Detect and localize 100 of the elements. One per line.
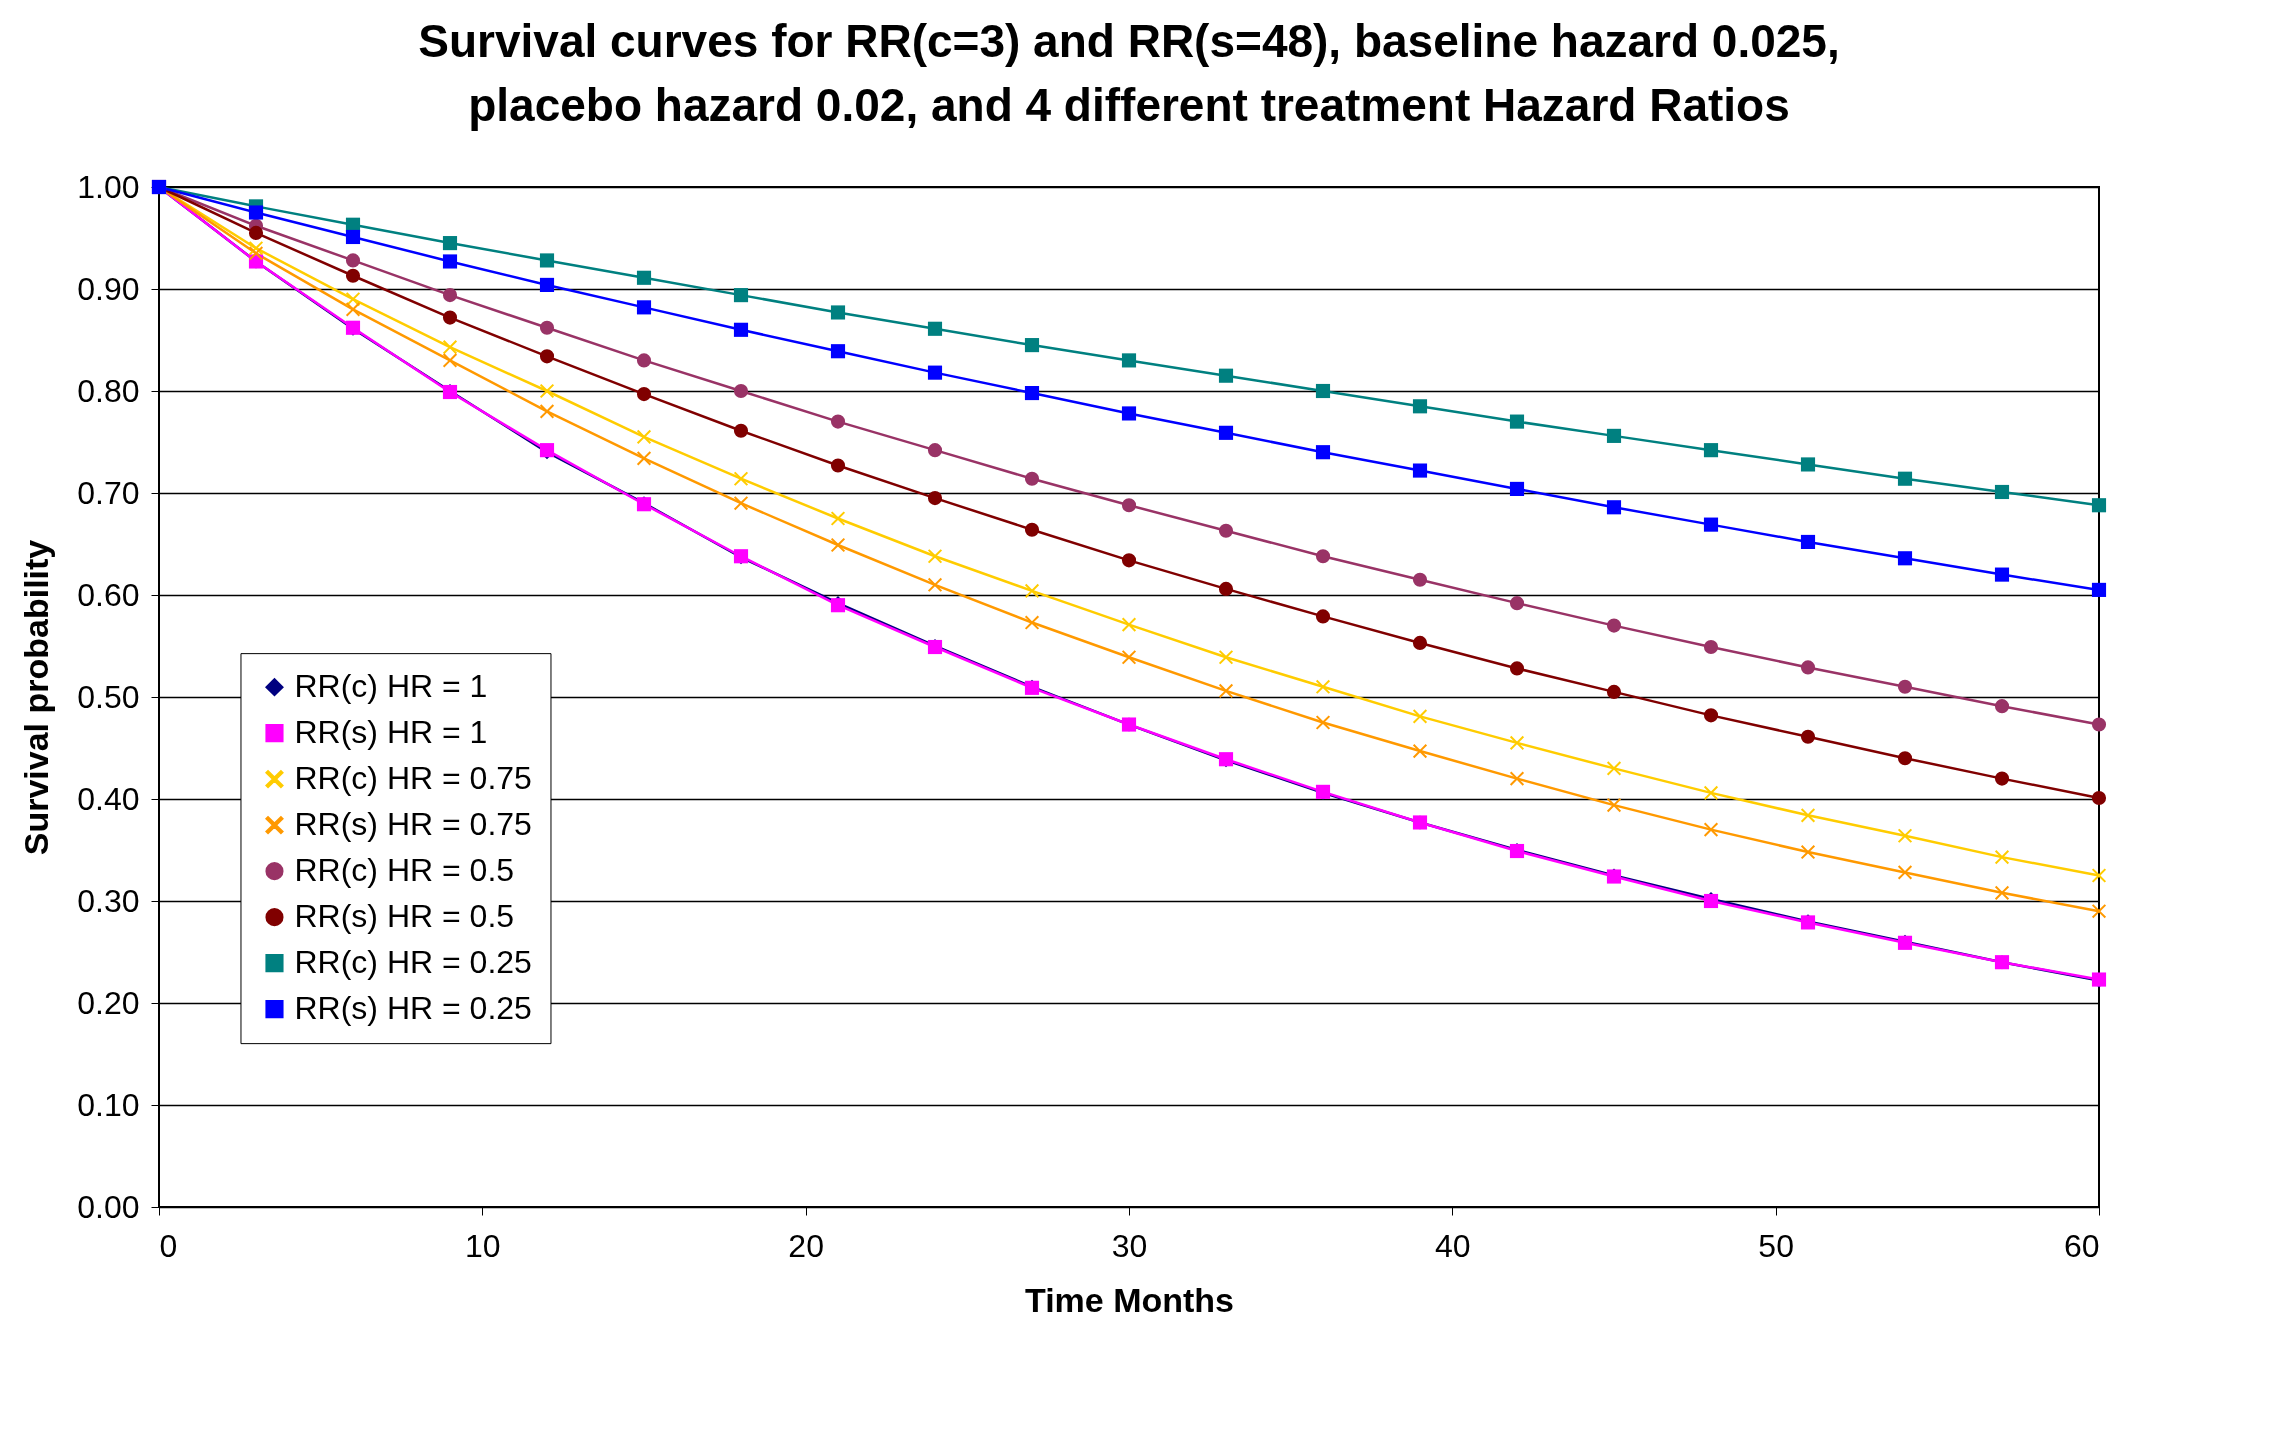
point xyxy=(1121,650,1137,665)
x-axis-title: Time Months xyxy=(1024,1280,1235,1319)
point xyxy=(1606,618,1622,633)
point xyxy=(733,496,749,511)
point xyxy=(345,268,361,283)
x-tick-label: 0 xyxy=(159,1227,178,1264)
point xyxy=(1606,428,1622,443)
point xyxy=(1218,523,1234,538)
x-tick-label: 10 xyxy=(465,1227,501,1264)
legend-label: RR(c) HR = 0.75 xyxy=(294,760,532,797)
point xyxy=(1509,414,1525,429)
point xyxy=(1412,635,1428,650)
point xyxy=(1218,683,1234,698)
point xyxy=(1412,743,1428,759)
x-tick-label: 60 xyxy=(2063,1227,2100,1264)
point xyxy=(248,205,264,220)
point xyxy=(1897,751,1913,766)
point xyxy=(636,429,652,444)
point xyxy=(1606,761,1622,776)
point xyxy=(1024,522,1040,537)
point xyxy=(442,310,458,325)
point xyxy=(636,300,652,315)
point xyxy=(1703,443,1719,458)
point xyxy=(1703,785,1719,800)
x-tick-label: 40 xyxy=(1435,1227,1471,1264)
chart-title: Survival curves for RR(c=3) and RR(s=48), baseline hazard 0.025, placebo hazard 0.02, and 4 different treatment Hazard Ratios xyxy=(418,15,1840,131)
point xyxy=(1994,484,2010,500)
point xyxy=(830,305,846,320)
point xyxy=(733,423,749,438)
point xyxy=(1024,385,1040,401)
point xyxy=(927,491,943,506)
point xyxy=(442,254,458,269)
point xyxy=(636,270,652,285)
point xyxy=(1606,684,1622,699)
point xyxy=(1121,353,1137,368)
y-axis-title: Survival probability xyxy=(17,539,56,856)
point xyxy=(345,302,361,317)
point xyxy=(1800,808,1816,823)
point xyxy=(1218,650,1234,665)
point xyxy=(1994,850,2010,865)
y-tick-label: 0.20 xyxy=(77,984,140,1021)
point xyxy=(1024,471,1040,486)
point xyxy=(1994,567,2010,582)
point xyxy=(539,383,555,399)
point xyxy=(2091,717,2107,732)
point xyxy=(1024,338,1040,353)
point xyxy=(830,344,846,359)
point xyxy=(1315,445,1331,460)
point xyxy=(1897,551,1913,566)
point xyxy=(1412,399,1428,414)
point xyxy=(1315,549,1331,564)
point xyxy=(1315,679,1331,694)
point xyxy=(442,236,458,251)
point xyxy=(1509,771,1525,786)
y-tick-label: 1.00 xyxy=(77,168,140,205)
point xyxy=(1703,822,1719,837)
y-tick-label: 0.50 xyxy=(77,678,140,715)
y-tick-label: 0.70 xyxy=(77,474,140,511)
point xyxy=(1703,708,1719,723)
point xyxy=(1800,729,1816,744)
point xyxy=(1703,517,1719,532)
point xyxy=(442,353,458,368)
point xyxy=(927,443,943,458)
point xyxy=(1509,596,1525,611)
point xyxy=(1121,498,1137,513)
point xyxy=(1509,661,1525,676)
point xyxy=(442,340,458,355)
point xyxy=(1800,660,1816,675)
point xyxy=(733,288,749,303)
point xyxy=(442,288,458,303)
point xyxy=(2091,498,2107,513)
point xyxy=(1412,572,1428,587)
point xyxy=(345,229,361,245)
y-tick-label: 0.40 xyxy=(77,780,140,817)
point xyxy=(539,277,555,292)
point xyxy=(1121,406,1137,421)
y-tick-label: 0.10 xyxy=(77,1086,140,1123)
point xyxy=(1800,844,1816,860)
point xyxy=(927,365,943,380)
legend-label: RR(s) HR = 0.25 xyxy=(294,990,532,1027)
point xyxy=(1315,609,1331,624)
point xyxy=(2091,904,2107,919)
point xyxy=(1606,500,1622,515)
point xyxy=(733,471,749,486)
point xyxy=(830,537,846,553)
point xyxy=(2091,582,2107,597)
point xyxy=(248,225,264,240)
point xyxy=(1024,583,1040,598)
legend-label: RR(s) HR = 1 xyxy=(294,714,488,751)
point xyxy=(539,320,555,335)
point xyxy=(1218,368,1234,383)
point xyxy=(1800,534,1816,550)
y-tick-label: 0.90 xyxy=(77,270,140,307)
point xyxy=(248,246,264,261)
legend-label: RR(c) HR = 1 xyxy=(294,668,488,705)
point xyxy=(1897,828,1913,843)
point xyxy=(1897,679,1913,694)
point xyxy=(1994,885,2010,900)
point xyxy=(1509,481,1525,496)
point xyxy=(927,321,943,336)
